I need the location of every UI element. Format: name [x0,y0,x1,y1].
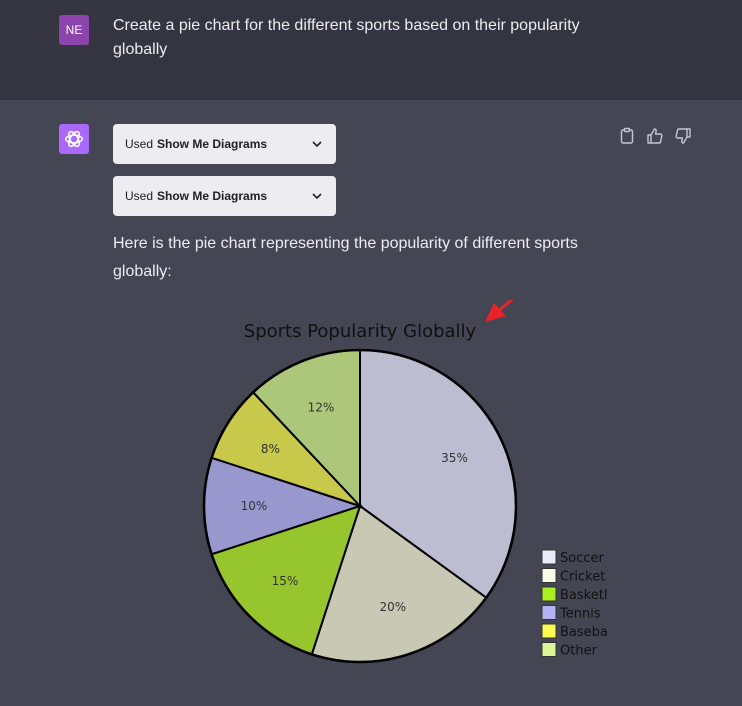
slice-labels: 35% 20% 15% 10% 8% 12% [241,400,468,614]
legend-swatch [541,586,557,602]
legend-label: Baseba [560,625,608,640]
legend-swatch [541,605,557,620]
thumbs-up-icon[interactable] [646,127,664,145]
openai-logo-icon [65,130,83,148]
slice-label: 8% [261,442,280,456]
user-message-text: Create a pie chart for the different spo… [113,17,580,58]
slice-label: 15% [272,574,299,588]
pie-slices [202,348,518,664]
legend-label: Cricket [560,570,605,585]
legend-swatch [541,549,557,565]
user-avatar-initials: NE [65,23,83,37]
legend-label: Soccer [560,551,604,566]
chart-title: Sports Popularity Globally [244,321,477,342]
chart-legend: Soccer Cricket Basketl Tennis Baseba Other [541,549,608,659]
legend-swatch [541,568,557,583]
assistant-avatar [59,124,89,154]
legend-label: Basketl [560,588,607,603]
plugin-call-prefix: Used [125,137,154,151]
legend-label: Other [560,644,598,659]
assistant-message-row: Used Show Me Diagrams Used Show Me Diagr… [0,100,742,706]
user-message-row: NE Create a pie chart for the different … [0,0,742,100]
clipboard-icon[interactable] [618,127,636,145]
user-avatar: NE [59,15,89,45]
thumbs-down-icon[interactable] [674,127,692,145]
slice-label: 20% [379,600,406,614]
chevron-down-icon [312,193,322,200]
slice-label: 12% [308,400,335,414]
plugin-name: Show Me Diagrams [157,137,268,151]
legend-swatch [541,642,557,657]
legend-swatch [541,623,557,639]
pie-outline [202,348,518,664]
pie-chart: Sports Popularity Globally 35% 20% 15% 10% 8… [202,300,608,664]
slice-label: 35% [441,451,468,465]
message-actions [618,127,692,145]
chevron-down-icon [312,141,322,148]
legend-label: Tennis [559,607,601,622]
plugin-call-toggle[interactable]: Used Show Me Diagrams [113,124,336,164]
plugin-call-toggle[interactable]: Used Show Me Diagrams [113,176,336,216]
plugin-call-prefix: Used [125,189,154,203]
assistant-message-text: Here is the pie chart representing the p… [113,235,578,280]
slice-label: 10% [241,499,268,513]
red-arrow-annotation [485,300,514,322]
plugin-name: Show Me Diagrams [157,189,268,203]
